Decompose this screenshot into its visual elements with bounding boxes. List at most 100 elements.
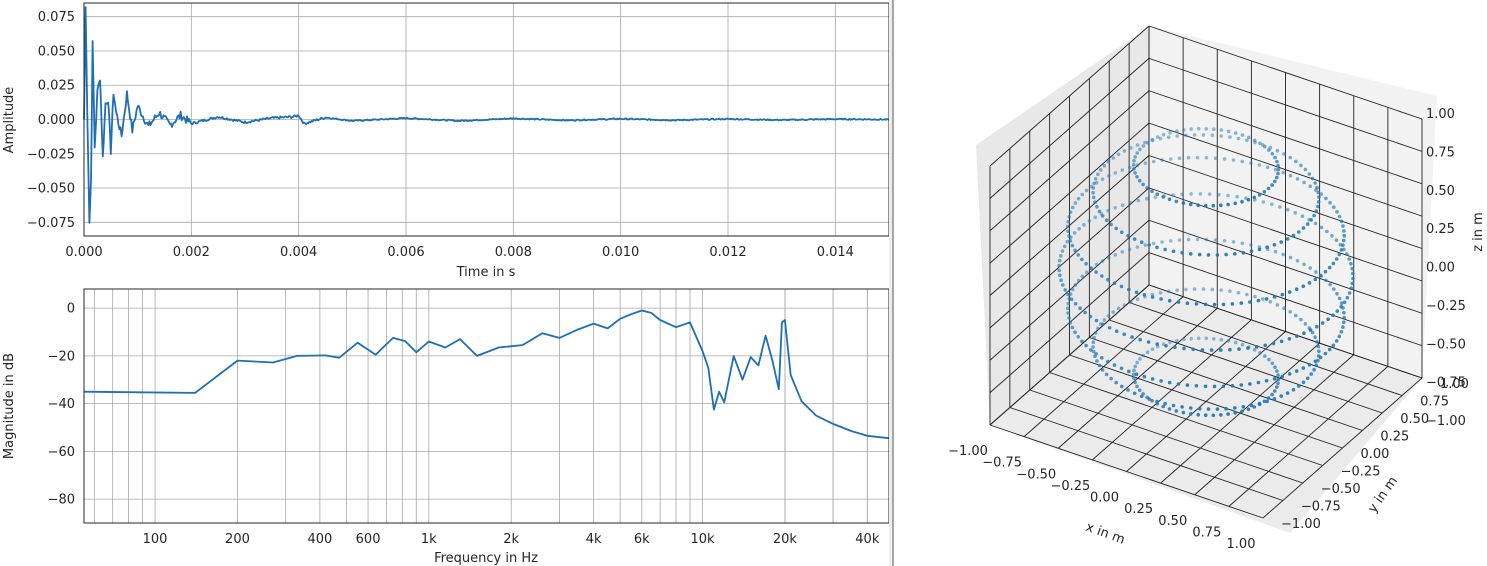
scatter-point xyxy=(1216,407,1220,411)
scatter-point xyxy=(1092,336,1096,340)
scatter-point xyxy=(1096,173,1100,177)
scatter-point xyxy=(1160,240,1164,244)
scatter-point xyxy=(1219,204,1223,208)
scatter-point xyxy=(1213,303,1217,307)
frequency-response-xticks: 100 200 400 600 1k 2k 4k 6k 10k 20k 40k xyxy=(143,532,880,547)
scatter-point xyxy=(1135,291,1139,295)
scatter-point xyxy=(1302,226,1306,230)
scatter-point xyxy=(1178,238,1182,242)
scatter-point xyxy=(1162,133,1166,137)
scatter-point xyxy=(1281,171,1285,175)
scatter-point xyxy=(1189,203,1193,207)
scatter-point xyxy=(1121,250,1125,254)
scatter-point xyxy=(1242,251,1246,255)
scatter-point xyxy=(1156,345,1160,349)
scatter-point xyxy=(1076,253,1080,257)
scatter-point xyxy=(1081,193,1085,197)
scatter-point xyxy=(1095,263,1099,267)
scatter-point xyxy=(1126,388,1130,392)
impulse-xtick-label: 0.008 xyxy=(495,245,532,260)
scatter-point xyxy=(1335,339,1339,343)
scatter-point xyxy=(1302,263,1306,267)
scatter-point xyxy=(1286,237,1290,241)
scatter-point xyxy=(1111,156,1115,160)
z-tick-label: 0.50 xyxy=(1426,184,1455,199)
scatter-point xyxy=(1207,253,1211,257)
scatter-point xyxy=(1240,301,1244,305)
scatter-point xyxy=(1250,249,1254,253)
scatter-point xyxy=(1335,257,1339,261)
scatter-point xyxy=(1345,252,1349,256)
impulse-xtick-label: 0.014 xyxy=(817,245,854,260)
scatter-point xyxy=(1117,153,1121,157)
impulse-response-plot: 0.000 0.002 0.004 0.006 0.008 0.010 0.012 0.014… xyxy=(2,3,889,280)
scatter-point xyxy=(1113,206,1117,210)
z-tick-label: −0.75 xyxy=(1426,376,1466,391)
scatter-point xyxy=(1063,245,1067,249)
scatter-point xyxy=(1275,385,1279,389)
scatter-point xyxy=(1129,300,1133,304)
scatter-point xyxy=(1162,342,1166,346)
scatter-point xyxy=(1173,346,1177,350)
scatter-point xyxy=(1288,337,1292,341)
scatter-point xyxy=(1141,183,1145,187)
scatter-point xyxy=(1308,326,1312,330)
scatter-point xyxy=(1311,331,1315,335)
scatter-point xyxy=(1069,236,1073,240)
scatter-point xyxy=(1066,307,1070,311)
scatter-point xyxy=(1299,318,1303,322)
scatter-point xyxy=(1231,384,1235,388)
scatter-point xyxy=(1120,230,1124,234)
scatter-point xyxy=(1224,253,1228,257)
freq-xtick-label: 200 xyxy=(225,532,250,547)
scatter-point xyxy=(1313,181,1317,185)
scatter-point xyxy=(1066,302,1070,306)
scatter-point xyxy=(1137,199,1141,203)
impulse-xtick-label: 0.004 xyxy=(280,245,317,260)
scatter-point xyxy=(1295,369,1299,373)
scatter-point xyxy=(1351,282,1355,286)
scatter-point xyxy=(1156,192,1160,196)
scatter-point xyxy=(1317,354,1321,358)
scatter-point xyxy=(1090,185,1094,189)
scatter-point xyxy=(1058,259,1062,263)
scatter-point xyxy=(1341,224,1345,228)
freq-xtick-label: 4k xyxy=(586,532,602,547)
scatter-point xyxy=(1136,245,1140,249)
scatter-point xyxy=(1196,156,1200,160)
freq-ytick-label: −80 xyxy=(48,493,75,508)
scatter-point xyxy=(1168,198,1172,202)
scatter-point xyxy=(1219,288,1223,292)
frequency-response-plot: 100 200 400 600 1k 2k 4k 6k 10k 20k 40k 0−20−40−60… xyxy=(2,289,889,566)
scatter-point xyxy=(1253,141,1257,145)
scatter-point xyxy=(1103,164,1107,168)
scatter-point xyxy=(1271,152,1275,156)
scatter-point xyxy=(1269,300,1273,304)
z-tick-label: −0.25 xyxy=(1426,299,1466,314)
scatter-point xyxy=(1114,227,1118,231)
scatter-point xyxy=(1269,146,1273,150)
x-tick-label: −0.25 xyxy=(1050,479,1090,494)
scatter-point xyxy=(1308,266,1312,270)
scatter-point xyxy=(1233,202,1237,206)
scatter-point xyxy=(1320,226,1324,230)
scatter-point xyxy=(1275,160,1279,164)
z-tick-label: 1.00 xyxy=(1426,107,1455,122)
scatter-point xyxy=(1292,388,1296,392)
scatter-point xyxy=(1281,293,1285,297)
scatter-point xyxy=(1129,146,1133,150)
scatter-point xyxy=(1099,322,1103,326)
scatter-point xyxy=(1132,159,1136,163)
scatter-point xyxy=(1196,413,1200,417)
scatter-point xyxy=(1340,330,1344,334)
scatter-point xyxy=(1214,156,1218,160)
scatter-point xyxy=(1098,364,1102,368)
scatter-point xyxy=(1263,400,1267,404)
scatter-point xyxy=(1175,129,1179,133)
scatter-point xyxy=(1240,383,1244,387)
scatter-point xyxy=(1175,134,1179,138)
scatter-point xyxy=(1120,285,1124,289)
scatter-point xyxy=(1186,383,1190,387)
scatter-point xyxy=(1105,218,1109,222)
scatter-point xyxy=(1324,352,1328,356)
